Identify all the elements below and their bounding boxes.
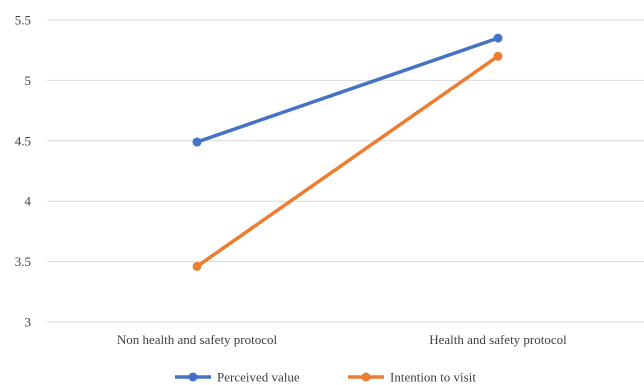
y-tick-label-1: 3.5 bbox=[15, 254, 31, 269]
legend-label-perceived-value: Perceived value bbox=[217, 370, 300, 385]
legend-label-intention-to-visit: Intention to visit bbox=[390, 370, 476, 385]
series-line-perceived-value bbox=[195, 36, 500, 144]
y-tick-label-2: 4 bbox=[25, 194, 32, 209]
data-point-perceived-value-0 bbox=[192, 137, 202, 147]
data-point-intention-to-visit-0 bbox=[192, 261, 202, 271]
y-tick-label-3: 4.5 bbox=[15, 133, 31, 148]
x-tick-label-1: Health and safety protocol bbox=[429, 332, 567, 347]
series-line-intention-to-visit bbox=[195, 54, 500, 269]
x-axis: Non health and safety protocol Health an… bbox=[117, 332, 567, 347]
data-point-perceived-value-1 bbox=[493, 33, 503, 43]
x-tick-label-0: Non health and safety protocol bbox=[117, 332, 278, 347]
legend-marker-intention-to-visit bbox=[361, 372, 371, 382]
legend-marker-perceived-value bbox=[188, 372, 198, 382]
y-axis: 3 3.5 4 4.5 5 5.5 bbox=[15, 13, 32, 330]
y-tick-label-0: 3 bbox=[25, 315, 32, 330]
legend: Perceived value Intention to visit bbox=[175, 370, 476, 385]
y-tick-label-4: 5 bbox=[25, 73, 32, 88]
y-tick-label-5: 5.5 bbox=[15, 13, 31, 28]
data-point-intention-to-visit-1 bbox=[493, 51, 503, 61]
gridlines bbox=[47, 19, 644, 323]
series-layer bbox=[192, 33, 503, 271]
